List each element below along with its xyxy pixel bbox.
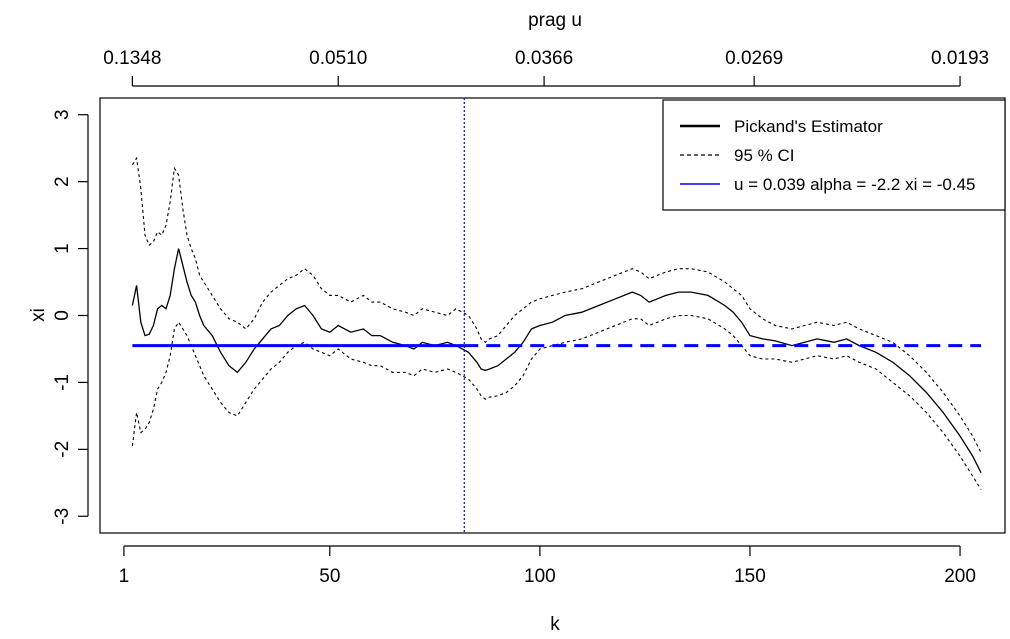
series-line-pickands-estimator: [131, 248, 982, 474]
y-tick-label: -1: [52, 374, 73, 391]
top-tick-label: 0.0193: [931, 48, 989, 69]
legend-label-estimator: Pickand's Estimator: [734, 117, 883, 136]
y-tick-label: 3: [52, 109, 73, 120]
y-tick-label: 2: [52, 176, 73, 187]
series-line-ci-upper: [131, 156, 982, 453]
x-tick-label: 200: [944, 566, 976, 587]
top-axis-title: prag u: [528, 10, 582, 31]
x-tick-label: 1: [119, 566, 130, 587]
y-tick-label: -3: [52, 508, 73, 525]
y-tick-label: -2: [52, 441, 73, 458]
legend-label-ci: 95 % CI: [734, 146, 794, 165]
x-tick-label: 50: [319, 566, 340, 587]
x-axis-title: k: [550, 614, 560, 635]
y-axis-title: xi: [28, 308, 49, 322]
legend: Pickand's Estimator 95 % CI u = 0.039 al…: [662, 99, 1006, 211]
x-tick-label: 150: [734, 566, 766, 587]
top-tick-label: 0.0510: [309, 48, 367, 69]
plot-frame: [99, 97, 1006, 534]
x-tick-label: 100: [524, 566, 556, 587]
series-line-ci-lower: [131, 314, 982, 490]
top-tick-label: 0.0366: [515, 48, 573, 69]
legend-box: [662, 99, 1006, 211]
top-tick-label: 0.1348: [103, 48, 161, 69]
mark-layer: [131, 98, 982, 533]
y-tick-label: 0: [52, 310, 73, 321]
top-tick-label: 0.0269: [725, 48, 783, 69]
y-tick-label: 1: [52, 243, 73, 254]
legend-label-threshold: u = 0.039 alpha = -2.2 xi = -0.45: [734, 175, 975, 194]
